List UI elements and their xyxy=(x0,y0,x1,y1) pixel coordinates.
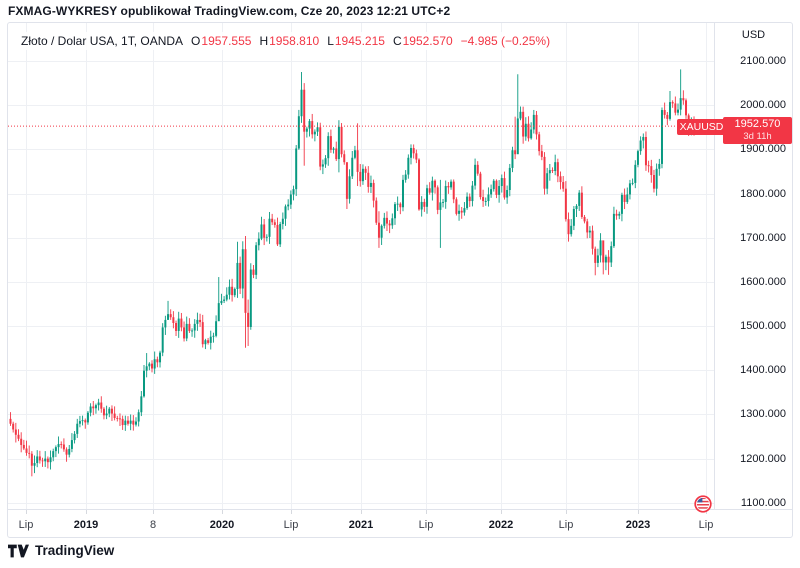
ohlc-item-h: H 1958.810 xyxy=(259,34,320,48)
ohlc-item-l: L 1945.215 xyxy=(327,34,385,48)
time-axis[interactable]: Lip 2019 8 2020 Lip 2021 Lip 2022 Lip 2023 Lip xyxy=(8,510,792,537)
time-tick-mark xyxy=(86,510,87,514)
price-tick-label: 1600.000 xyxy=(740,275,786,288)
footer-brand-text: TradingView xyxy=(35,543,115,558)
time-tick-mark xyxy=(706,510,707,514)
price-tick-label: 2100.000 xyxy=(740,55,786,67)
price-tick-label: 1200.000 xyxy=(740,452,786,465)
symbol-price-flag: XAUUSD xyxy=(677,119,726,135)
price-tick-label: 1500.000 xyxy=(740,320,786,333)
time-tick-label: Lip xyxy=(18,519,34,531)
time-tick-mark xyxy=(566,510,567,514)
footer-branding[interactable]: TradingView xyxy=(8,543,114,558)
time-tick-mark xyxy=(26,510,27,514)
price-tick-label: 1300.000 xyxy=(740,408,786,421)
chart-legend[interactable]: Złoto / Dolar USA, 1T, OANDA O 1957.555 H 1… xyxy=(17,32,555,50)
price-change: −4.985 (−0.25%) xyxy=(460,34,551,48)
price-tick-label: 2000.000 xyxy=(740,99,786,112)
candlestick-chart[interactable] xyxy=(8,23,714,509)
time-tick-mark xyxy=(361,510,362,514)
time-tick-mark xyxy=(426,510,427,514)
time-tick-label: Lip xyxy=(283,519,299,531)
time-tick-label: Lip xyxy=(698,519,714,531)
last-price-value: 1952.570 xyxy=(734,118,781,130)
time-tick-label: Lip xyxy=(558,519,574,531)
price-tick-label: 1100.000 xyxy=(740,496,786,509)
price-tick-label: 1400.000 xyxy=(740,364,786,377)
time-tick-label: 2020 xyxy=(209,519,235,531)
ohlc-item-c: C 1952.570 xyxy=(392,34,453,48)
time-tick-mark xyxy=(501,510,502,514)
attribution-text: FXMAG-WYKRESY opublikował TradingView.co… xyxy=(8,4,451,18)
time-tick-label: 2021 xyxy=(348,519,374,531)
time-tick-label: 2019 xyxy=(73,519,99,531)
price-tick-label: 1700.000 xyxy=(740,231,786,244)
time-tick-mark xyxy=(638,510,639,514)
time-axis-separator xyxy=(8,509,792,510)
price-axis-currency-label: USD xyxy=(741,29,766,41)
time-tick-label: 8 xyxy=(149,519,157,531)
time-tick-label: 2023 xyxy=(625,519,651,531)
bar-countdown: 3d 11h xyxy=(743,131,772,142)
price-tick-label: 1800.000 xyxy=(740,187,786,200)
last-price-label: 1952.570 3d 11h xyxy=(723,117,792,144)
chart-card: Złoto / Dolar USA, 1T, OANDA O 1957.555 H 1… xyxy=(7,22,793,538)
price-axis[interactable]: USD 2100.000 2000.000 1900.000 1800.000 1700… xyxy=(715,23,792,509)
time-tick-label: Lip xyxy=(418,519,434,531)
time-tick-mark xyxy=(291,510,292,514)
price-axis-separator xyxy=(714,23,715,509)
ohlc-values: O 1957.555 H 1958.810 L 1945.215 C 1952.570 xyxy=(191,34,453,48)
symbol-title[interactable]: Złoto / Dolar USA, 1T, OANDA xyxy=(21,34,184,48)
time-tick-label: 2022 xyxy=(488,519,514,531)
tradingview-logo-icon xyxy=(8,544,29,558)
time-tick-mark xyxy=(222,510,223,514)
price-tick-label: 1900.000 xyxy=(740,143,786,156)
time-tick-mark xyxy=(153,510,154,514)
us-flag-event-marker-icon[interactable] xyxy=(694,495,712,518)
ohlc-item-o: O 1957.555 xyxy=(191,34,252,48)
